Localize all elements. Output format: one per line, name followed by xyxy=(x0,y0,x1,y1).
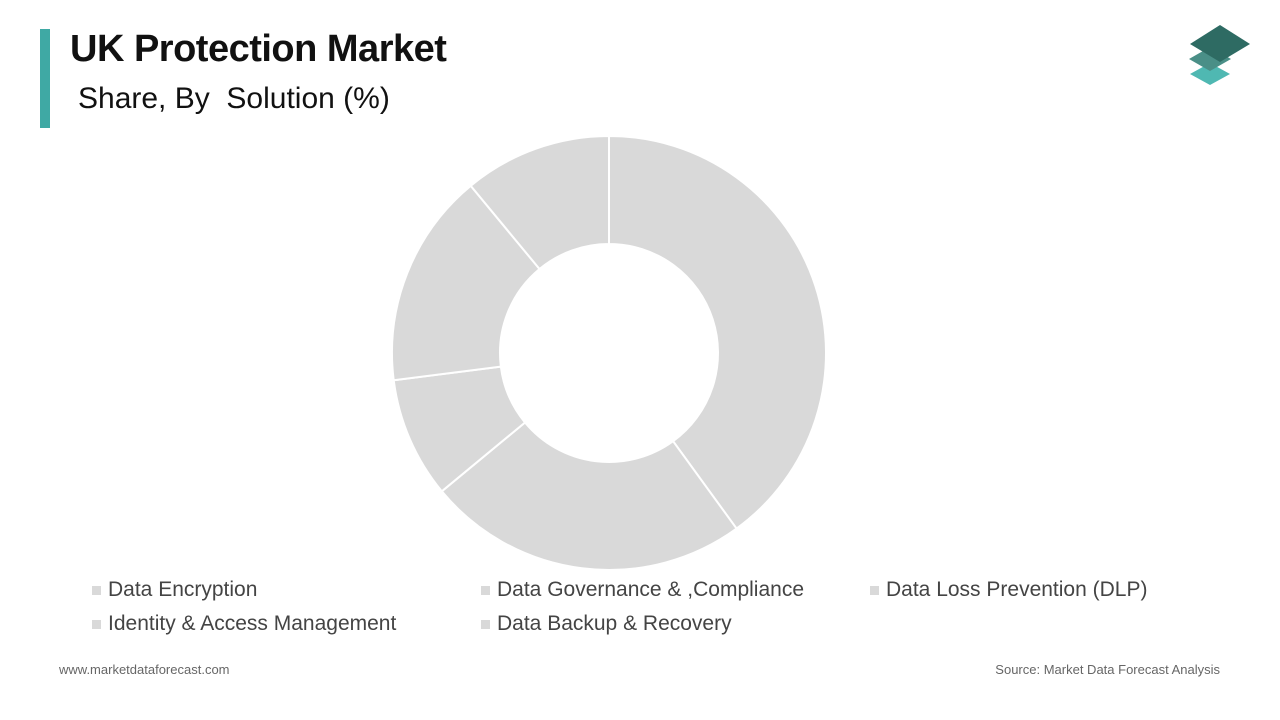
title-accent-bar xyxy=(40,29,50,128)
legend-item: Data Governance & ,Compliance xyxy=(481,578,804,602)
legend-label: Data Governance & ,Compliance xyxy=(497,578,804,601)
legend-item: Data Backup & Recovery xyxy=(481,612,732,636)
donut-slice-data-governance-compliance xyxy=(440,421,738,571)
legend-item: Data Encryption xyxy=(92,578,257,602)
logo-layer-bottom xyxy=(1190,63,1230,85)
legend-swatch xyxy=(481,619,490,629)
logo-layer-top xyxy=(1190,25,1250,62)
stacked-layers-icon xyxy=(1189,25,1250,85)
donut-chart xyxy=(391,134,827,571)
legend-swatch xyxy=(870,585,879,595)
legend-swatch xyxy=(481,585,490,595)
legend-label: Data Encryption xyxy=(108,578,258,601)
donut-slice-data-backup-recovery xyxy=(469,134,610,271)
legend-label: Data Backup & Recovery xyxy=(497,612,732,635)
chart-subtitle: Share, By Solution (%) xyxy=(78,82,390,115)
donut-slice-identity-access-management xyxy=(391,184,541,382)
footer-source: Source: Market Data Forecast Analysis xyxy=(995,662,1220,677)
legend-swatch xyxy=(92,619,101,629)
legend-item: Identity & Access Management xyxy=(92,612,396,636)
chart-title: UK Protection Market xyxy=(70,28,447,70)
legend-swatch xyxy=(92,585,101,595)
legend-label: Identity & Access Management xyxy=(108,612,397,635)
legend-item: Data Loss Prevention (DLP) xyxy=(870,578,1147,602)
footer-website: www.marketdataforecast.com xyxy=(59,662,230,677)
legend-label: Data Loss Prevention (DLP) xyxy=(886,578,1148,601)
donut-slice-data-encryption xyxy=(608,134,827,530)
